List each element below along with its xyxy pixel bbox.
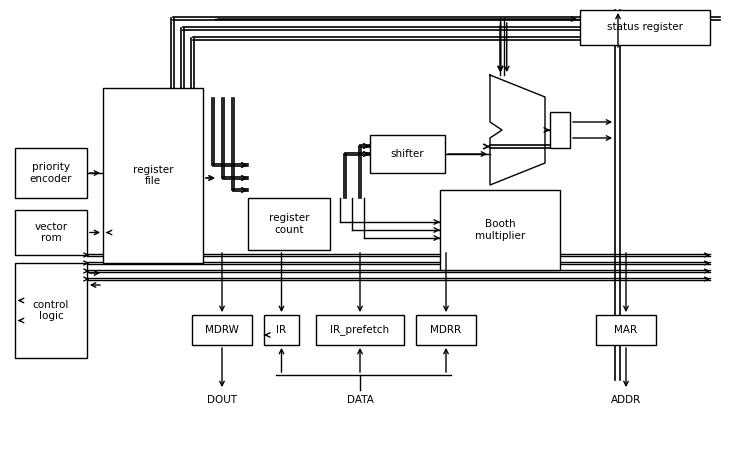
Text: control
logic: control logic <box>33 300 69 321</box>
Bar <box>15 210 87 255</box>
Polygon shape <box>490 75 545 185</box>
Text: IR_prefetch: IR_prefetch <box>331 324 390 336</box>
Text: ADDR: ADDR <box>611 395 641 405</box>
Bar <box>580 10 710 45</box>
Text: DOUT: DOUT <box>207 395 237 405</box>
Bar <box>248 198 330 250</box>
Bar <box>550 112 570 148</box>
Text: shifter: shifter <box>390 149 424 159</box>
Bar <box>15 148 87 198</box>
Bar <box>103 88 203 263</box>
Text: status register: status register <box>607 23 683 33</box>
Text: vector
rom: vector rom <box>34 222 67 243</box>
Text: register
file: register file <box>132 165 174 186</box>
Bar <box>192 315 252 345</box>
Text: DATA: DATA <box>346 395 373 405</box>
Bar <box>316 315 404 345</box>
Bar <box>15 263 87 358</box>
Text: IR: IR <box>277 325 286 335</box>
Bar <box>596 315 656 345</box>
Bar <box>440 190 560 270</box>
Text: MAR: MAR <box>614 325 637 335</box>
Text: priority
encoder: priority encoder <box>30 162 73 184</box>
Text: Booth
multiplier: Booth multiplier <box>475 219 525 241</box>
Text: MDRW: MDRW <box>205 325 239 335</box>
Text: MDRR: MDRR <box>430 325 462 335</box>
Bar <box>416 315 476 345</box>
Text: register
count: register count <box>269 213 309 235</box>
Bar <box>264 315 299 345</box>
Bar <box>370 135 445 173</box>
